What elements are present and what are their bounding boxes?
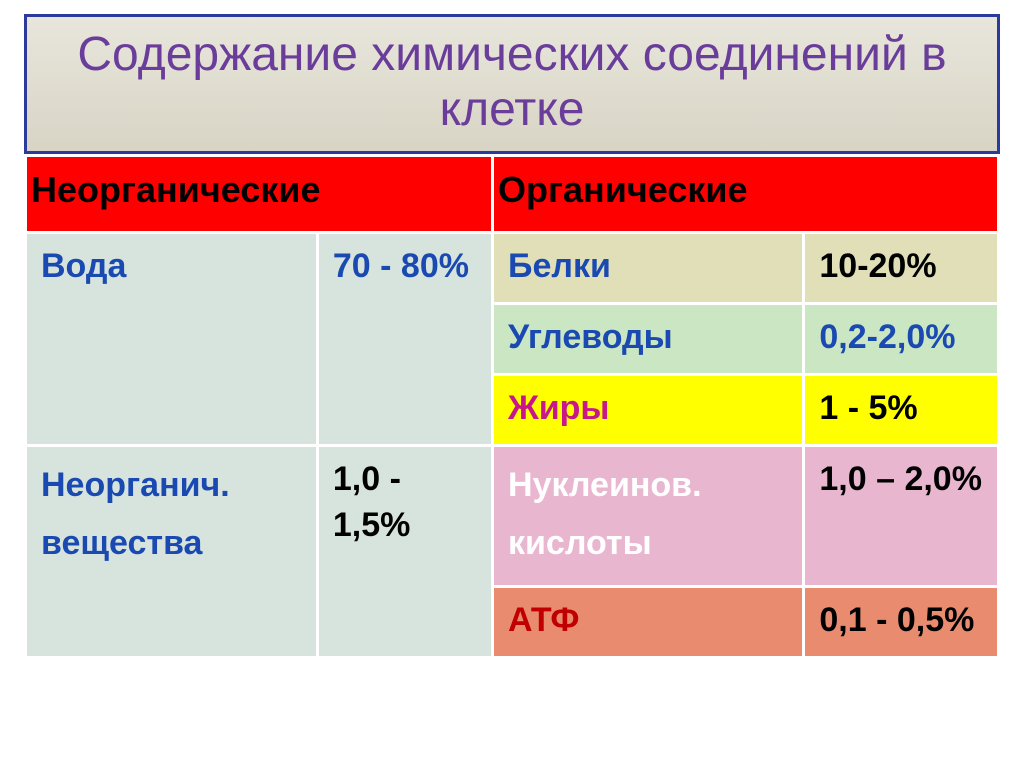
header-organic: Органические [493,156,999,233]
title-box: Содержание химических соединений в клетк… [24,14,1000,154]
slide: Содержание химических соединений в клетк… [0,0,1024,767]
cell-atp-label: АТФ [493,586,804,657]
cell-proteins-label: Белки [493,233,804,304]
cell-fats-value: 1 - 5% [804,375,999,446]
row-water-proteins: Вода 70 - 80% Белки 10-20% [26,233,999,304]
cell-nucleic-label: Нуклеинов.кислоты [493,446,804,587]
cell-water-label: Вода [26,233,318,446]
row-inorg-nucleic: Неорганич.вещества 1,0 - 1,5% Нуклеинов.… [26,446,999,587]
cell-carbs-value: 0,2-2,0% [804,304,999,375]
cell-atp-value: 0,1 - 0,5% [804,586,999,657]
cell-proteins-value: 10-20% [804,233,999,304]
header-inorganic: Неорганические [26,156,493,233]
cell-water-value: 70 - 80% [317,233,492,446]
cell-fats-label: Жиры [493,375,804,446]
cell-inorg-label: Неорганич.вещества [26,446,318,657]
cell-carbs-label: Углеводы [493,304,804,375]
cell-inorg-value: 1,0 - 1,5% [317,446,492,657]
header-row: Неорганические Органические [26,156,999,233]
cell-nucleic-value: 1,0 – 2,0% [804,446,999,587]
slide-title: Содержание химических соединений в клетк… [37,27,987,137]
content-table: Неорганические Органические Вода 70 - 80… [24,154,1000,658]
